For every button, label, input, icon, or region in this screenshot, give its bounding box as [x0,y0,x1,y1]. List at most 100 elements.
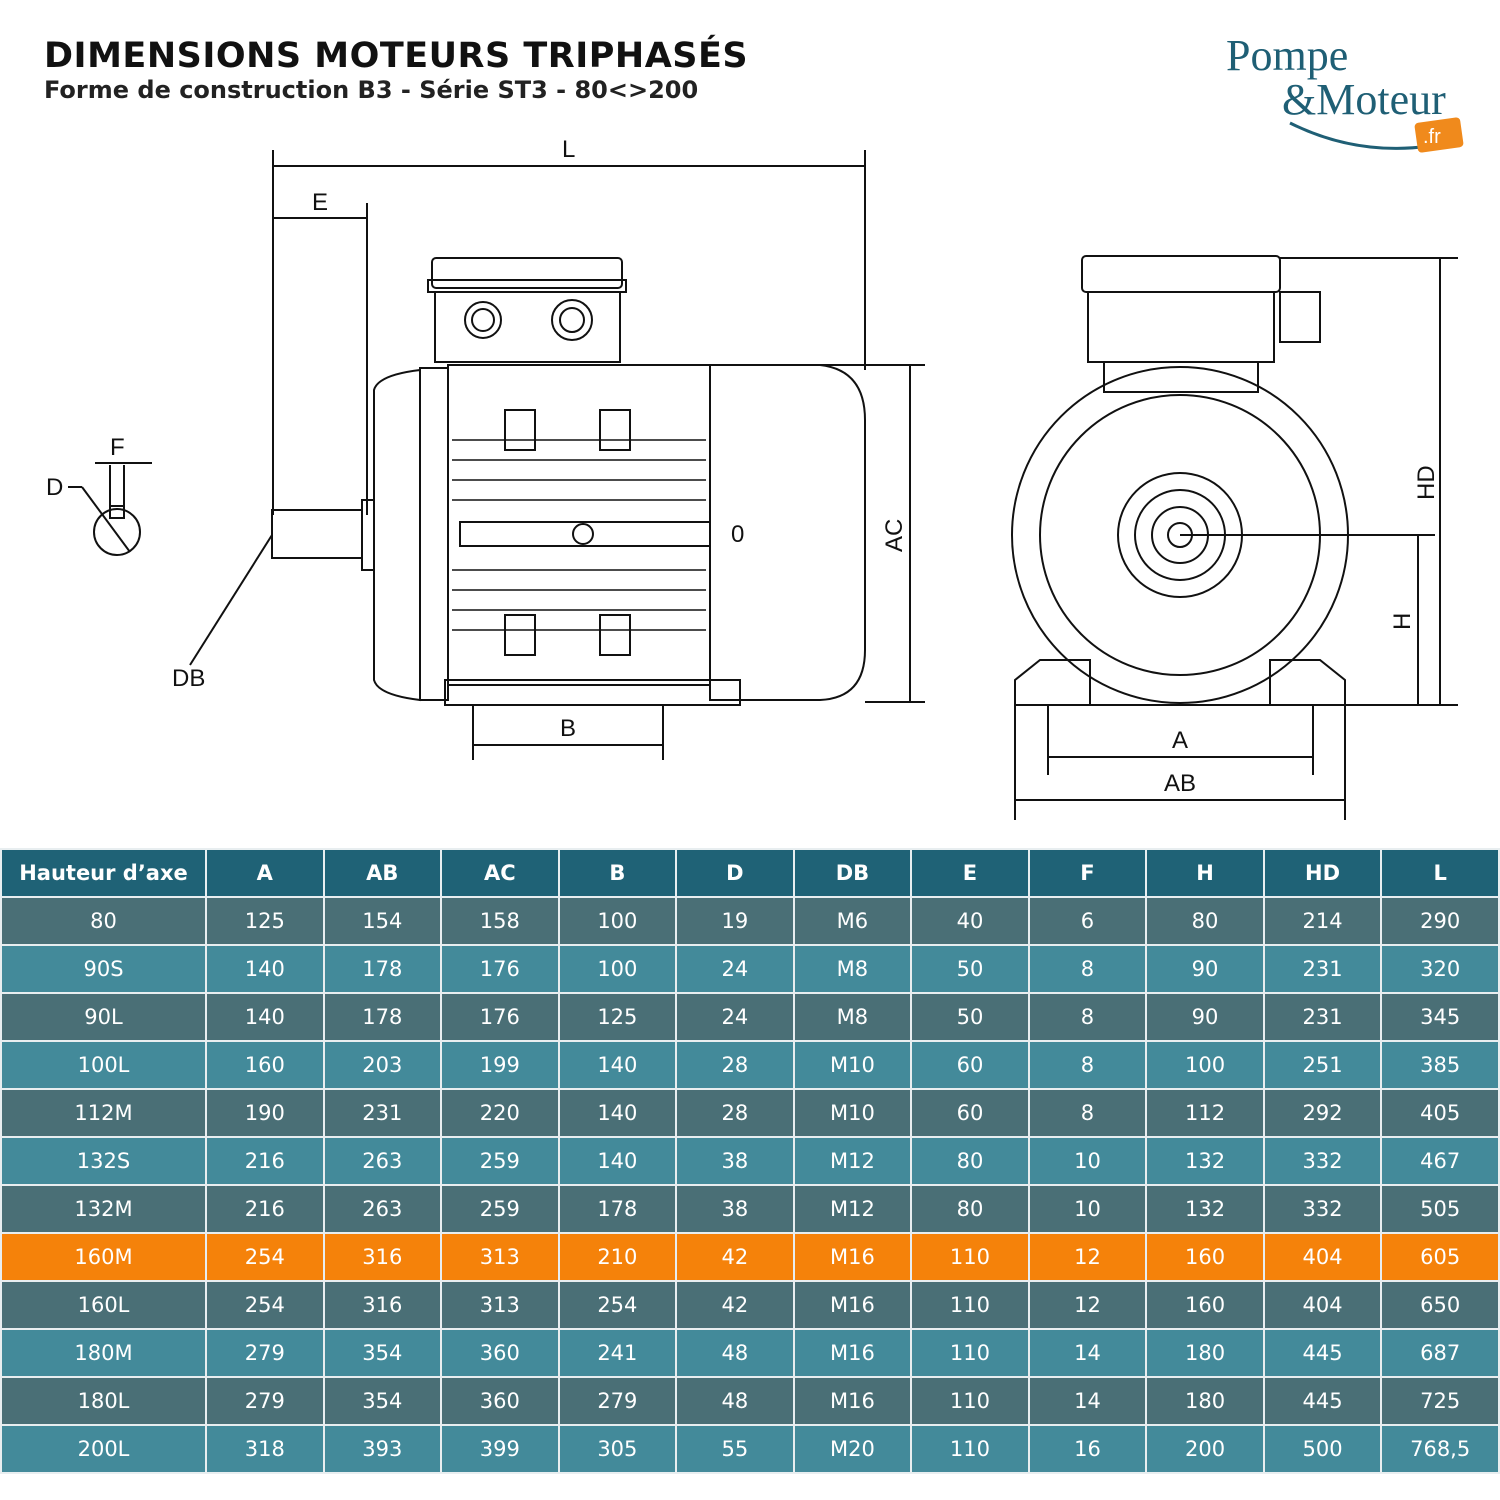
table-cell: 132S [0,1136,207,1186]
table-row: 132S 216 263 259 140 38 M12 80 10 132 332 467 [0,1136,1500,1186]
table-cell: 140 [557,1136,678,1186]
table-cell: 40 [910,896,1030,946]
dim-label-A: A [1172,727,1188,754]
table-cell: 345 [1380,992,1500,1042]
table-cell: 320 [1380,944,1500,994]
table-cell: 279 [557,1376,678,1426]
table-cell: 316 [322,1280,443,1330]
table-row: 160L 254 316 313 254 42 M16 110 12 160 404 650 [0,1280,1500,1330]
table-cell: M20 [792,1424,913,1474]
table-cell: 140 [557,1088,678,1138]
table-cell: 354 [322,1328,443,1378]
table-cell: 42 [675,1232,795,1282]
table-cell: 140 [205,992,325,1042]
table-cell: M10 [792,1040,913,1090]
table-cell: 176 [440,992,560,1042]
table-cell: 6 [1027,896,1148,946]
table-cell: 500 [1262,1424,1383,1474]
table-cell: 28 [675,1040,795,1090]
table-row: 100L 160 203 199 140 28 M10 60 8 100 251 385 [0,1040,1500,1090]
table-cell: 178 [322,992,443,1042]
table-cell: 60 [910,1088,1030,1138]
table-cell: 50 [910,944,1030,994]
table-cell: 160M [0,1232,207,1282]
table-cell: M8 [792,992,913,1042]
table-cell: 180 [1145,1376,1265,1426]
table-cell: 38 [675,1184,795,1234]
table-cell: 292 [1262,1088,1383,1138]
table-cell: 279 [205,1376,325,1426]
table-cell: 158 [440,896,560,946]
table-cell: M16 [792,1376,913,1426]
table-cell: 259 [440,1136,560,1186]
logo-badge: .fr [1423,126,1441,148]
column-header: D [675,848,795,898]
column-header: E [910,848,1030,898]
table-cell: M16 [792,1232,913,1282]
table-header-row: Hauteur d’axe A AB AC B D DB E F H HD L [0,848,1500,898]
table-cell: M6 [792,896,913,946]
table-cell: 110 [910,1328,1030,1378]
table-cell: 354 [322,1376,443,1426]
table-cell: 125 [205,896,325,946]
table-cell: 125 [557,992,678,1042]
table-cell: 112 [1145,1088,1265,1138]
table-cell: 241 [557,1328,678,1378]
table-cell: 110 [910,1232,1030,1282]
column-header: Hauteur d’axe [0,848,207,898]
table-cell: 231 [1262,992,1383,1042]
table-cell: 132 [1145,1136,1265,1186]
table-row: 200L 318 393 399 305 55 M20 110 16 200 500 768,5 [0,1424,1500,1474]
table-cell: 24 [675,992,795,1042]
table-cell: 200 [1145,1424,1265,1474]
table-cell: 110 [910,1280,1030,1330]
table-cell: 318 [205,1424,325,1474]
table-cell: 10 [1027,1184,1148,1234]
table-cell: 8 [1027,1040,1148,1090]
table-cell: 24 [675,944,795,994]
table-cell: 313 [440,1280,560,1330]
column-header: B [557,848,678,898]
column-header: DB [792,848,913,898]
table-cell: 110 [910,1376,1030,1426]
brand-logo: Pompe &Moteur .fr [1226,31,1464,153]
table-cell: 259 [440,1184,560,1234]
page-subtitle: Forme de construction B3 - Série ST3 - 8… [44,76,699,104]
column-header: A [205,848,325,898]
table-cell: 605 [1380,1232,1500,1282]
table-cell: 80 [1145,896,1265,946]
motor-dimension-drawing: L E F D DB B 0 AC HD H A AB [46,136,1458,820]
table-cell: 254 [205,1280,325,1330]
table-cell: 445 [1262,1328,1383,1378]
table-cell: 360 [440,1328,560,1378]
table-cell: 725 [1380,1376,1500,1426]
table-row: 112M 190 231 220 140 28 M10 60 8 112 292 405 [0,1088,1500,1138]
table-cell: M12 [792,1184,913,1234]
dim-label-AB: AB [1164,770,1196,797]
table-cell: 254 [205,1232,325,1282]
table-cell: 467 [1380,1136,1500,1186]
table-row: 180M 279 354 360 241 48 M16 110 14 180 445 687 [0,1328,1500,1378]
table-cell: 216 [205,1136,325,1186]
dim-label-H: H [1389,613,1416,630]
table-cell: 100 [557,896,678,946]
table-cell: 90L [0,992,207,1042]
table-cell: 251 [1262,1040,1383,1090]
table-cell: 290 [1380,896,1500,946]
table-cell: 445 [1262,1376,1383,1426]
table-cell: 90 [1145,992,1265,1042]
table-cell: 38 [675,1136,795,1186]
table-cell: 220 [440,1088,560,1138]
table-cell: 19 [675,896,795,946]
dim-label-E: E [312,189,328,216]
table-cell: 140 [557,1040,678,1090]
column-header: H [1145,848,1265,898]
table-cell: 10 [1027,1136,1148,1186]
table-cell: 180 [1145,1328,1265,1378]
table-cell: 160 [205,1040,325,1090]
dim-label-HD: HD [1413,465,1440,500]
table-cell: 100L [0,1040,207,1090]
table-cell: 154 [322,896,443,946]
table-cell: 399 [440,1424,560,1474]
dim-label-B: B [560,715,576,742]
